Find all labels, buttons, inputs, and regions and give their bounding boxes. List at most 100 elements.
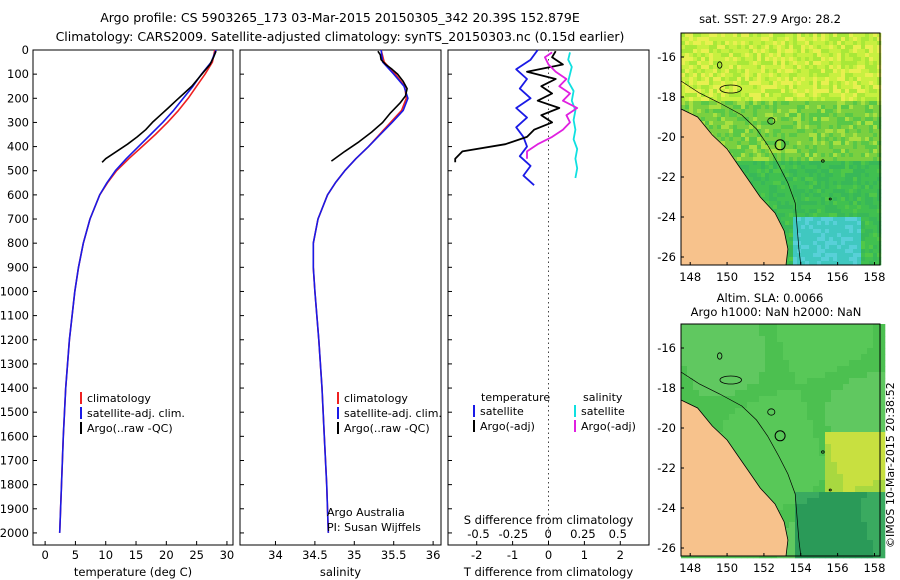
map-pixel — [765, 125, 770, 130]
map-pixel — [869, 177, 874, 182]
map-pixel — [849, 217, 854, 222]
map-pixel — [793, 261, 798, 266]
map-pixel — [849, 408, 856, 415]
map-pixel — [783, 498, 790, 505]
map-pixel — [785, 93, 790, 98]
x-tick-label: 35.5 — [381, 548, 407, 562]
map-pixel — [845, 209, 850, 214]
map-pixel — [819, 324, 826, 331]
map-pixel — [801, 121, 806, 126]
series-line-1 — [312, 49, 409, 533]
map-pixel — [837, 125, 842, 130]
map-pixel — [821, 93, 826, 98]
map-pixel — [777, 426, 784, 433]
map-pixel — [877, 169, 882, 174]
map-pixel — [843, 330, 850, 337]
map-pixel — [789, 336, 796, 343]
map-pixel — [819, 444, 826, 451]
map-pixel — [813, 261, 818, 266]
map-pixel — [789, 432, 796, 439]
map-pixel — [829, 49, 834, 54]
map-pixel — [849, 384, 856, 391]
map-pixel — [735, 402, 742, 409]
map-pixel — [713, 113, 718, 118]
map-pixel — [765, 462, 772, 469]
map-pixel — [697, 57, 702, 62]
map-pixel — [845, 189, 850, 194]
map-pixel — [869, 85, 874, 90]
map-pixel — [873, 450, 880, 457]
map-pixel — [857, 133, 862, 138]
map-pixel — [855, 534, 862, 541]
map-pixel — [877, 181, 882, 186]
map-pixel — [741, 330, 748, 337]
map-pixel — [705, 378, 712, 385]
map-pixel — [741, 49, 746, 54]
map-pixel — [879, 324, 886, 331]
map-pixel — [857, 217, 862, 222]
map-pixel — [785, 109, 790, 114]
map-pixel — [831, 402, 838, 409]
map-pixel — [849, 342, 856, 349]
map-pixel — [831, 522, 838, 529]
map-pixel — [857, 69, 862, 74]
map-pixel — [849, 336, 856, 343]
map-pixel — [813, 480, 820, 487]
map-pixel — [841, 201, 846, 206]
map-pixel — [711, 420, 718, 427]
map-pixel — [853, 45, 858, 50]
map-pixel — [805, 81, 810, 86]
map-pixel — [783, 342, 790, 349]
map-pixel — [711, 408, 718, 415]
map-pixel — [795, 462, 802, 469]
map-pixel — [785, 193, 790, 198]
map-pixel — [845, 205, 850, 210]
map-pixel — [723, 420, 730, 427]
map-pixel — [841, 77, 846, 82]
map-pixel — [729, 61, 734, 66]
map-pixel — [877, 197, 882, 202]
map-pixel — [801, 153, 806, 158]
map-pixel — [801, 157, 806, 162]
map-pixel — [757, 85, 762, 90]
map-pixel — [813, 41, 818, 46]
map-pixel — [789, 324, 796, 331]
map-pixel — [841, 73, 846, 78]
map-pixel — [797, 45, 802, 50]
map-pixel — [723, 336, 730, 343]
map-pixel — [865, 113, 870, 118]
map-pixel — [853, 241, 858, 246]
map-pixel — [801, 390, 808, 397]
map-pixel — [849, 366, 856, 373]
map-pixel — [793, 89, 798, 94]
map-pixel — [765, 438, 772, 445]
map-pixel — [833, 181, 838, 186]
map-pixel — [879, 468, 886, 475]
map-pixel — [709, 125, 714, 130]
map-title: sat. SST: 27.9 Argo: 28.2 — [699, 12, 841, 26]
map-pixel — [873, 197, 878, 202]
map-pixel — [861, 97, 866, 102]
map-pixel — [877, 93, 882, 98]
map-pixel — [849, 173, 854, 178]
map-pixel — [797, 93, 802, 98]
map-pixel — [741, 85, 746, 90]
map-pixel — [753, 378, 760, 385]
map-pixel — [825, 414, 832, 421]
map-pixel — [737, 141, 742, 146]
map-pixel — [749, 145, 754, 150]
map-pixel — [843, 552, 850, 559]
map-pixel — [861, 73, 866, 78]
map-pixel — [845, 249, 850, 254]
map-pixel — [829, 81, 834, 86]
map-pixel — [781, 53, 786, 58]
map-pixel — [795, 504, 802, 511]
map-pixel — [877, 185, 882, 190]
map-pixel — [879, 540, 886, 547]
map-pixel — [773, 89, 778, 94]
map-pixel — [697, 69, 702, 74]
map-pixel — [765, 45, 770, 50]
map-pixel — [699, 390, 706, 397]
map-pixel — [813, 49, 818, 54]
map-pixel — [813, 113, 818, 118]
